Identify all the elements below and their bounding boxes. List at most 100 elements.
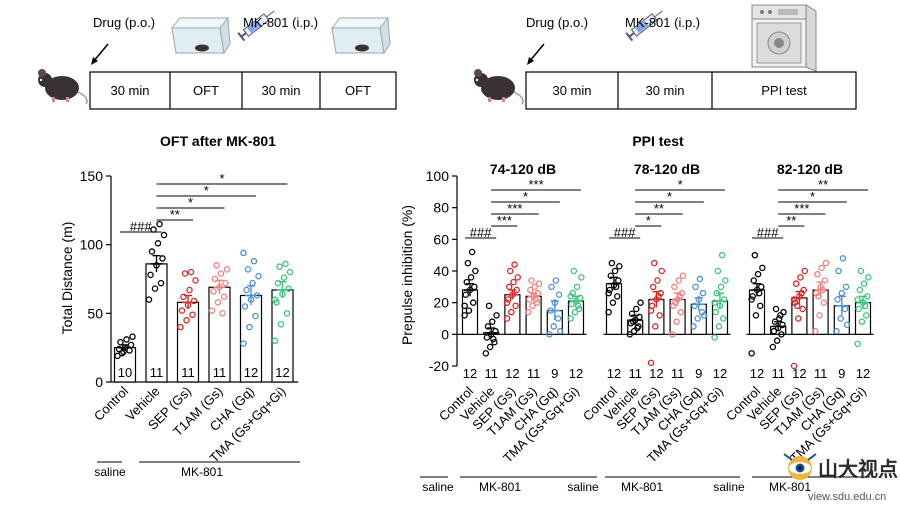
- data-point: [811, 327, 819, 335]
- data-point: [282, 260, 289, 268]
- watermark-title: 山大视点: [818, 457, 898, 481]
- data-point: [612, 283, 620, 291]
- data-point: [613, 293, 621, 300]
- n-label: 11: [628, 366, 642, 381]
- data-point: [493, 312, 500, 319]
- n-label: 9: [838, 366, 845, 381]
- data-point: [551, 299, 559, 306]
- data-point: [219, 310, 226, 317]
- data-point: [821, 277, 829, 284]
- data-point: [611, 267, 619, 275]
- data-point: [716, 302, 724, 310]
- saline-label: saline: [713, 480, 745, 494]
- data-point: [658, 267, 666, 275]
- oft-chart-title: OFT after MK-801: [160, 133, 276, 149]
- data-point: [280, 274, 288, 281]
- data-point: [531, 283, 538, 291]
- data-point: [178, 307, 186, 314]
- data-point: [629, 318, 637, 325]
- data-point: [156, 220, 163, 228]
- open-field-box-icon: [170, 16, 231, 55]
- oft-y-axis-label: Total Distance (m): [59, 222, 75, 335]
- data-point: [818, 264, 825, 272]
- data-point: [798, 289, 805, 297]
- data-point: [712, 308, 719, 316]
- data-point: [750, 277, 758, 284]
- data-point: [819, 286, 826, 294]
- data-point: [755, 289, 763, 297]
- data-point: [794, 302, 801, 310]
- data-point: [117, 338, 124, 346]
- data-point: [615, 277, 622, 284]
- watermark: 山大视点 view.sdu.edu.cn: [783, 453, 898, 503]
- data-point: [647, 307, 655, 314]
- data-point: [675, 277, 682, 284]
- data-point: [799, 305, 806, 313]
- data-point: [513, 286, 520, 294]
- mouse-icon: [474, 69, 524, 105]
- significance-label: *: [219, 171, 224, 186]
- data-point: [529, 302, 536, 310]
- data-point: [718, 251, 726, 259]
- significance-label: ***: [529, 177, 544, 192]
- data-point: [512, 302, 519, 310]
- data-point: [274, 279, 282, 287]
- n-label: 12: [649, 366, 663, 381]
- data-point: [508, 308, 515, 316]
- data-point: [673, 318, 680, 325]
- data-point: [842, 283, 850, 291]
- data-point: [815, 293, 822, 300]
- data-point: [713, 289, 721, 297]
- data-point: [841, 305, 849, 313]
- data-point: [222, 279, 229, 287]
- data-point: [691, 302, 698, 310]
- data-point: [776, 315, 783, 322]
- significance-label: ###: [757, 225, 779, 240]
- data-point: [244, 266, 252, 273]
- data-point: [577, 294, 584, 302]
- ppi-panel-title: PPI test: [632, 133, 684, 149]
- data-point: [655, 293, 662, 300]
- significance-label: *: [810, 189, 815, 204]
- data-point: [285, 285, 292, 292]
- data-point: [692, 283, 699, 291]
- data-point: [528, 277, 535, 284]
- n-label: 12: [569, 366, 583, 381]
- data-point: [461, 302, 468, 310]
- n-label: 11: [181, 365, 195, 380]
- timeline-box-1: 30 min: [552, 83, 591, 98]
- data-point: [690, 323, 697, 330]
- data-point: [795, 315, 802, 322]
- data-point: [471, 283, 478, 291]
- data-point: [286, 268, 294, 276]
- data-point: [647, 359, 655, 367]
- data-point: [186, 286, 193, 294]
- n-label: 12: [750, 366, 764, 381]
- data-point: [609, 299, 617, 306]
- data-point: [722, 277, 729, 284]
- data-point: [711, 334, 718, 341]
- data-point: [533, 299, 541, 306]
- data-point: [556, 327, 564, 335]
- y-tick-label: 60: [433, 231, 449, 247]
- data-point: [243, 286, 250, 294]
- data-point: [774, 324, 782, 332]
- n-label: 11: [484, 366, 498, 381]
- data-point: [711, 299, 718, 306]
- data-point: [676, 293, 683, 300]
- data-point: [839, 255, 847, 262]
- data-point: [485, 302, 493, 310]
- data-point: [208, 307, 216, 314]
- data-point: [751, 251, 759, 259]
- n-label: 12: [607, 366, 621, 381]
- data-point: [634, 324, 641, 332]
- y-tick-label: 0: [441, 326, 449, 342]
- data-point: [677, 308, 685, 316]
- saline-label: saline: [94, 465, 126, 479]
- data-point: [148, 248, 156, 255]
- data-point: [463, 278, 471, 286]
- data-point: [633, 305, 640, 313]
- data-point: [223, 266, 231, 273]
- data-point: [605, 289, 612, 297]
